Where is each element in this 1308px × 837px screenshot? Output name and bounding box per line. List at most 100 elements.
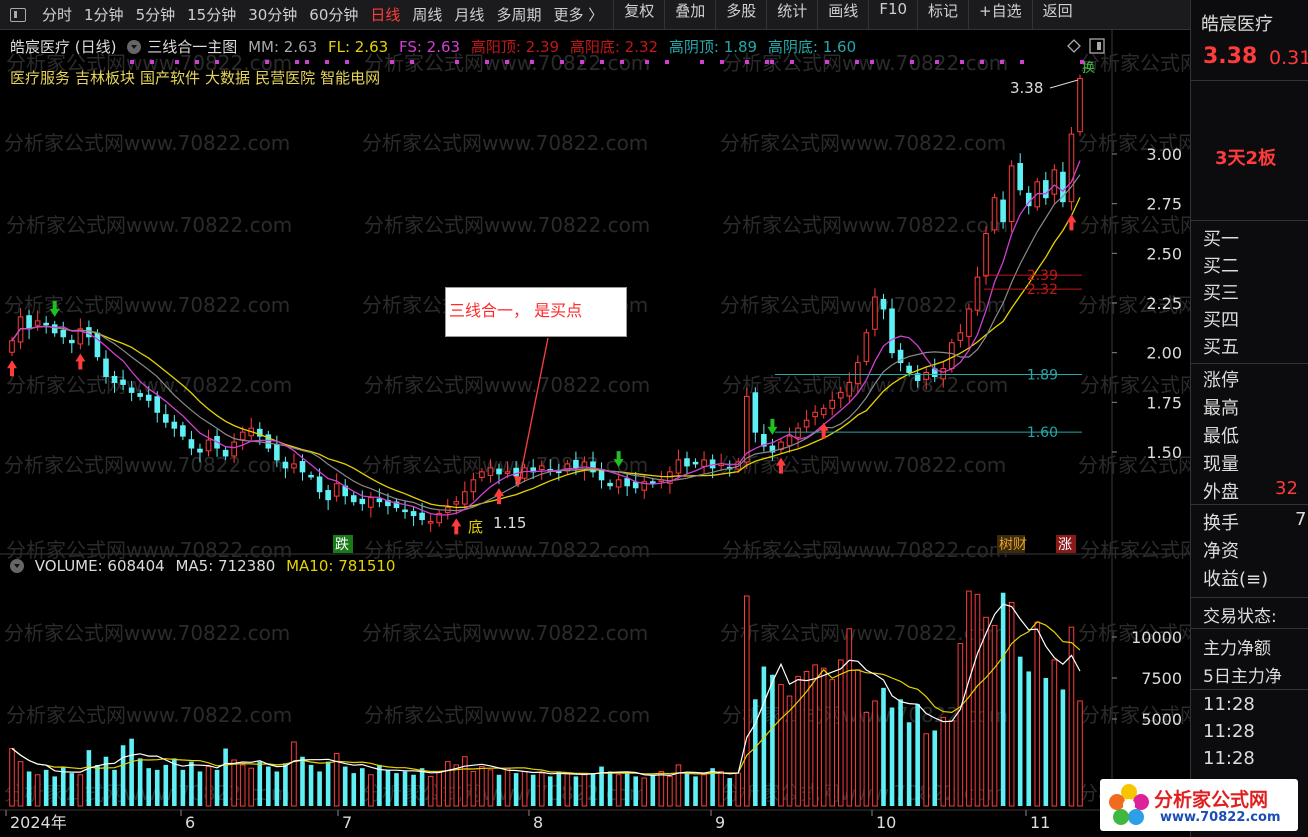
candle-body bbox=[709, 459, 716, 469]
watermark-text: 分析家公式网www.70822.com bbox=[4, 621, 290, 645]
period-tab-6[interactable]: 日线 bbox=[370, 6, 401, 24]
price-tick-label: 2.50 bbox=[1146, 244, 1182, 263]
volume-toggle-icon[interactable] bbox=[10, 559, 24, 573]
candle-body bbox=[453, 501, 460, 505]
concept-tag[interactable]: 智能电网 bbox=[320, 69, 381, 87]
candle-body bbox=[803, 419, 810, 428]
tick-time: 11:28 bbox=[1203, 694, 1255, 715]
candle-body bbox=[906, 365, 912, 374]
candle-body bbox=[957, 332, 964, 341]
indicator-toggle-icon[interactable] bbox=[127, 40, 142, 54]
candle-body bbox=[615, 479, 622, 488]
tool-button-6[interactable]: 标记 bbox=[928, 1, 959, 20]
buy-arrow-icon bbox=[75, 353, 86, 370]
watermark-text: 分析家公式网www.70822.com bbox=[1080, 703, 1190, 727]
indicator-name[interactable]: 三线合一主图 bbox=[147, 38, 238, 56]
volume-bar bbox=[300, 756, 305, 806]
site-logo: 分析家公式网 www.70822.com bbox=[1100, 779, 1298, 831]
tool-button-8[interactable]: 返回 bbox=[1042, 1, 1073, 20]
candle-body bbox=[684, 458, 690, 467]
volume-bar bbox=[248, 767, 255, 807]
concept-tag[interactable]: 民营医院 bbox=[255, 69, 316, 87]
volume-bar bbox=[957, 643, 964, 807]
period-tab-8[interactable]: 月线 bbox=[454, 6, 485, 24]
volume-bar bbox=[1008, 602, 1015, 807]
tool-button-2[interactable]: 多股 bbox=[726, 1, 757, 20]
candle-body bbox=[837, 391, 844, 399]
tool-button-1[interactable]: 叠加 bbox=[675, 1, 706, 20]
period-tab-0[interactable]: 分时 bbox=[42, 6, 73, 24]
period-tab-9[interactable]: 多周期 bbox=[496, 6, 542, 24]
price-tick-label: 3.00 bbox=[1146, 145, 1182, 164]
volume-ma10-line bbox=[11, 620, 1081, 775]
candle-body bbox=[274, 443, 280, 461]
tool-button-0[interactable]: 复权 bbox=[624, 1, 655, 20]
last-price-pointer bbox=[1049, 79, 1079, 89]
rise-marker-bg bbox=[1056, 535, 1076, 553]
candle-body bbox=[923, 372, 930, 380]
price-tick-label: 2.25 bbox=[1146, 294, 1182, 313]
volume-bar bbox=[231, 759, 237, 807]
volume-bar bbox=[949, 720, 955, 807]
watermark-text: 分析家公式网www.70822.com bbox=[6, 538, 292, 562]
volume-bar bbox=[1051, 659, 1058, 807]
tool-button-5[interactable]: F10 bbox=[879, 0, 908, 18]
watermark-text: 分析家公式网www.70822.com bbox=[1078, 293, 1190, 317]
tool-button-7[interactable]: +自选 bbox=[979, 1, 1022, 20]
candle-body bbox=[427, 521, 434, 524]
volume-bar bbox=[1000, 592, 1006, 806]
volume-bar bbox=[214, 769, 220, 806]
volume-bar bbox=[197, 771, 203, 806]
legend-high-yang-bottom: 高阳底: 2.32 bbox=[569, 38, 659, 56]
watermark-text: 分析家公式网www.70822.com bbox=[722, 373, 1008, 397]
concept-tag[interactable]: 吉林板块 bbox=[75, 69, 136, 87]
period-tab-3[interactable]: 15分钟 bbox=[187, 6, 237, 24]
candle-body bbox=[171, 421, 178, 429]
volume-bar bbox=[436, 770, 442, 807]
volume-bar bbox=[77, 774, 84, 807]
sidebar-toggle-icon[interactable] bbox=[10, 7, 26, 22]
concept-tag[interactable]: 大数据 bbox=[205, 69, 251, 87]
volume-bar bbox=[829, 679, 836, 807]
candle-body bbox=[325, 490, 331, 501]
concept-tag[interactable]: 国产软件 bbox=[140, 69, 201, 87]
price-change: 0.31 bbox=[1269, 47, 1308, 69]
toolbar-divider bbox=[1031, 0, 1033, 30]
signal-dot bbox=[910, 60, 914, 64]
tool-button-4[interactable]: 画线 bbox=[828, 1, 859, 20]
period-tab-7[interactable]: 周线 bbox=[412, 6, 443, 24]
candle-body bbox=[291, 463, 297, 469]
volume-bar bbox=[795, 675, 801, 807]
signal-dots bbox=[130, 60, 1084, 64]
volume-bar bbox=[291, 741, 297, 807]
candle-body bbox=[1017, 163, 1023, 191]
kline-chart[interactable]: 分析家公式网www.70822.com 分析家公式网www.70822.com 分析… bbox=[0, 30, 1190, 837]
volume-bar bbox=[60, 766, 66, 806]
signal-dot bbox=[870, 60, 874, 64]
concept-tag[interactable]: 医疗服务 bbox=[10, 69, 71, 87]
tool-button-3[interactable]: 统计 bbox=[777, 1, 808, 20]
period-tab-5[interactable]: 60分钟 bbox=[309, 6, 359, 24]
stat-row: 涨停 bbox=[1203, 370, 1239, 391]
volume-bar bbox=[112, 769, 117, 806]
period-tab-2[interactable]: 5分钟 bbox=[135, 6, 176, 24]
order-book-row: 买一 bbox=[1203, 229, 1239, 250]
signal-dot bbox=[530, 60, 534, 64]
candle-body bbox=[624, 478, 630, 487]
signal-dot bbox=[720, 60, 724, 64]
volume-bar bbox=[786, 695, 793, 807]
date-axis-label: 8 bbox=[533, 813, 543, 832]
period-tab-4[interactable]: 30分钟 bbox=[248, 6, 298, 24]
turnover-marker: 换 bbox=[1082, 61, 1095, 76]
stat-row: 外盘 bbox=[1203, 482, 1239, 503]
candle-body bbox=[402, 509, 408, 513]
volume-bar bbox=[52, 776, 58, 806]
period-tab-1[interactable]: 1分钟 bbox=[84, 6, 124, 24]
candle-body bbox=[743, 395, 750, 463]
fall-marker: 跌 bbox=[335, 537, 349, 553]
candle-body bbox=[308, 474, 314, 478]
period-tab-10[interactable]: 更多 〉 bbox=[553, 6, 604, 24]
volume-bar bbox=[538, 772, 545, 807]
candle-body bbox=[393, 501, 400, 509]
candle-body bbox=[1068, 133, 1075, 203]
